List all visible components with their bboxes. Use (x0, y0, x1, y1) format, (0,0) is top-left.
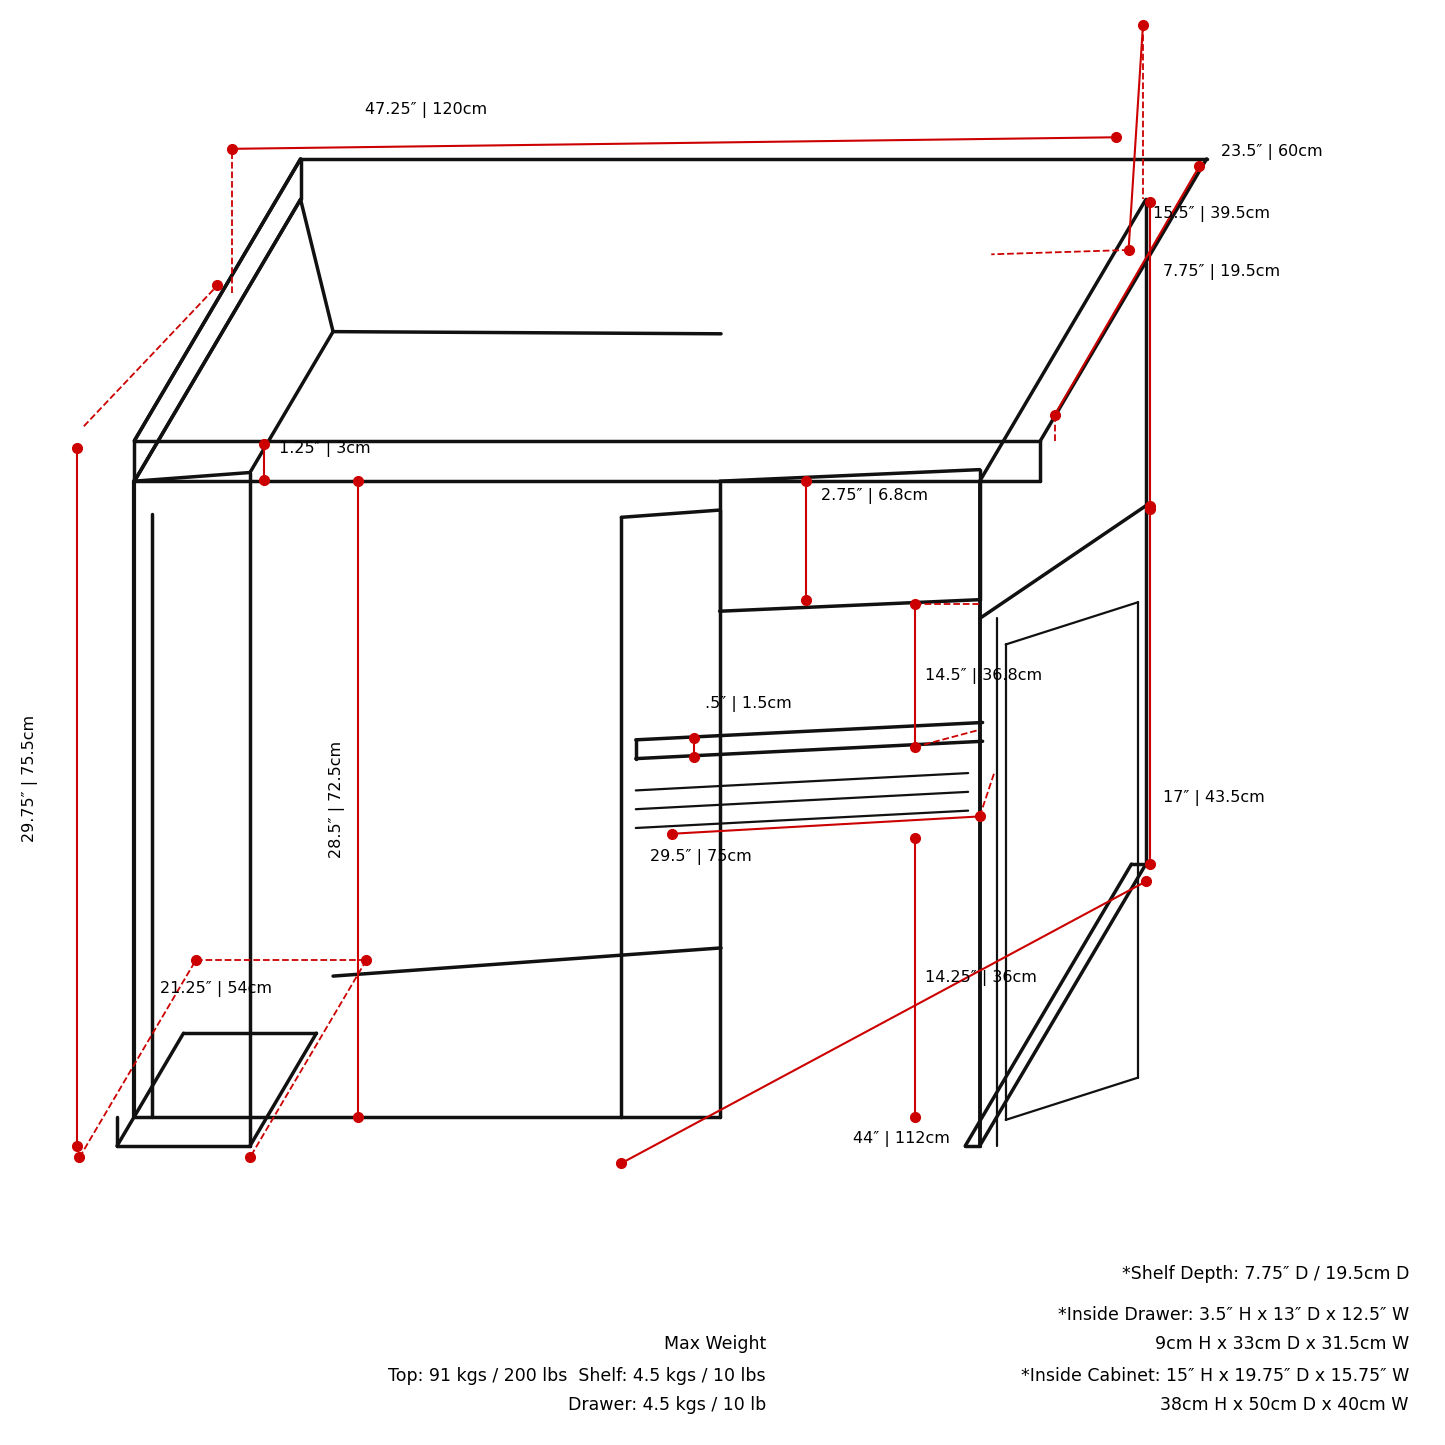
Text: 28.5″ | 72.5cm: 28.5″ | 72.5cm (328, 740, 345, 858)
Text: 21.25″ | 54cm: 21.25″ | 54cm (159, 981, 272, 997)
Text: 38cm H x 50cm D x 40cm W: 38cm H x 50cm D x 40cm W (1160, 1396, 1409, 1413)
Text: 44″ | 112cm: 44″ | 112cm (853, 1130, 949, 1147)
Text: 17″ | 43.5cm: 17″ | 43.5cm (1163, 789, 1264, 806)
Text: Max Weight: Max Weight (663, 1335, 766, 1353)
Text: 2.75″ | 6.8cm: 2.75″ | 6.8cm (821, 487, 928, 504)
Text: 14.5″ | 36.8cm: 14.5″ | 36.8cm (925, 668, 1042, 683)
Text: 47.25″ | 120cm: 47.25″ | 120cm (366, 101, 487, 118)
Text: .5″ | 1.5cm: .5″ | 1.5cm (705, 695, 792, 712)
Text: *Inside Cabinet: 15″ H x 19.75″ D x 15.75″ W: *Inside Cabinet: 15″ H x 19.75″ D x 15.7… (1020, 1367, 1409, 1384)
Text: 29.5″ | 75cm: 29.5″ | 75cm (650, 848, 751, 866)
Text: 23.5″ | 60cm: 23.5″ | 60cm (1221, 143, 1322, 160)
Text: 14.25″ | 36cm: 14.25″ | 36cm (925, 970, 1036, 985)
Text: *Inside Drawer: 3.5″ H x 13″ D x 12.5″ W: *Inside Drawer: 3.5″ H x 13″ D x 12.5″ W (1058, 1306, 1409, 1324)
Text: 29.75″ | 75.5cm: 29.75″ | 75.5cm (22, 715, 39, 842)
Text: Top: 91 kgs / 200 lbs  Shelf: 4.5 kgs / 10 lbs: Top: 91 kgs / 200 lbs Shelf: 4.5 kgs / 1… (389, 1367, 766, 1384)
Text: *Shelf Depth: 7.75″ D / 19.5cm D: *Shelf Depth: 7.75″ D / 19.5cm D (1121, 1266, 1409, 1283)
Text: Drawer: 4.5 kgs / 10 lb: Drawer: 4.5 kgs / 10 lb (568, 1396, 766, 1413)
Text: 7.75″ | 19.5cm: 7.75″ | 19.5cm (1163, 263, 1280, 280)
Text: 15.5″ | 39.5cm: 15.5″ | 39.5cm (1153, 205, 1270, 223)
Text: 1.25″ | 3cm: 1.25″ | 3cm (279, 441, 370, 458)
Text: 9cm H x 33cm D x 31.5cm W: 9cm H x 33cm D x 31.5cm W (1155, 1335, 1409, 1353)
